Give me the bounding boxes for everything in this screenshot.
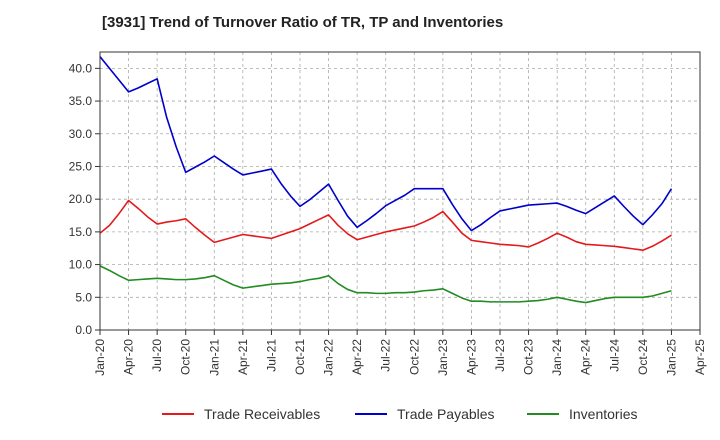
- x-tick-label: Apr-22: [350, 339, 364, 375]
- x-tick-label: Oct-23: [522, 339, 536, 375]
- x-tick-label: Jan-21: [207, 339, 221, 376]
- y-tick-label: 40.0: [69, 61, 93, 75]
- x-tick-label: Jan-24: [550, 339, 564, 376]
- series-line-1: [99, 56, 673, 232]
- x-tick-label: Jan-23: [436, 339, 450, 376]
- x-tick-label: Jul-24: [607, 339, 621, 372]
- x-tick-label: Jan-25: [664, 339, 678, 376]
- x-tick-label: Oct-21: [293, 339, 307, 375]
- y-tick-label: 25.0: [69, 159, 93, 173]
- x-tick-label: Apr-25: [693, 339, 707, 375]
- y-tick-label: 10.0: [69, 258, 93, 272]
- y-tick-label: 0.0: [75, 323, 92, 337]
- x-tick-label: Apr-23: [464, 339, 478, 375]
- legend-label: Trade Payables: [397, 406, 495, 422]
- legend-label: Inventories: [569, 406, 637, 422]
- x-tick-label: Oct-22: [407, 339, 421, 375]
- series-lines: [99, 56, 673, 304]
- x-tick-label: Jul-20: [150, 339, 164, 372]
- x-tick-label: Oct-20: [179, 339, 193, 375]
- series-line-0: [99, 199, 672, 251]
- x-tick-label: Jul-23: [493, 339, 507, 372]
- y-tick-label: 5.0: [75, 290, 92, 304]
- x-tick-label: Jul-22: [379, 339, 393, 372]
- x-tick-label: Jan-22: [322, 339, 336, 376]
- grid-lines: [99, 52, 701, 331]
- x-tick-label: Apr-21: [236, 339, 250, 375]
- y-axis: 0.0 5.0 10.0 15.0 20.0 25.0 30.0 35.0 40.0: [69, 61, 100, 337]
- x-tick-label: Jul-21: [264, 339, 278, 372]
- y-tick-label: 15.0: [69, 225, 93, 239]
- x-tick-label: Apr-24: [579, 339, 593, 375]
- plot-frame: [99, 51, 701, 331]
- x-axis: Jan-20 Apr-20 Jul-20 Oct-20 Jan-21 Apr-21 Jul-…: [93, 330, 707, 376]
- legend-label: Trade Receivables: [204, 406, 320, 422]
- x-tick-label: Oct-24: [636, 339, 650, 375]
- x-tick-label: Apr-20: [122, 339, 136, 375]
- legend: Trade Receivables Trade Payables Inventori…: [162, 406, 637, 422]
- y-tick-label: 30.0: [69, 127, 93, 141]
- y-tick-label: 20.0: [69, 192, 93, 206]
- series-line-2: [99, 265, 672, 304]
- y-tick-label: 35.0: [69, 94, 93, 108]
- x-tick-label: Jan-20: [93, 339, 107, 376]
- chart-title: [3931] Trend of Turnover Ratio of TR, TP…: [102, 14, 504, 31]
